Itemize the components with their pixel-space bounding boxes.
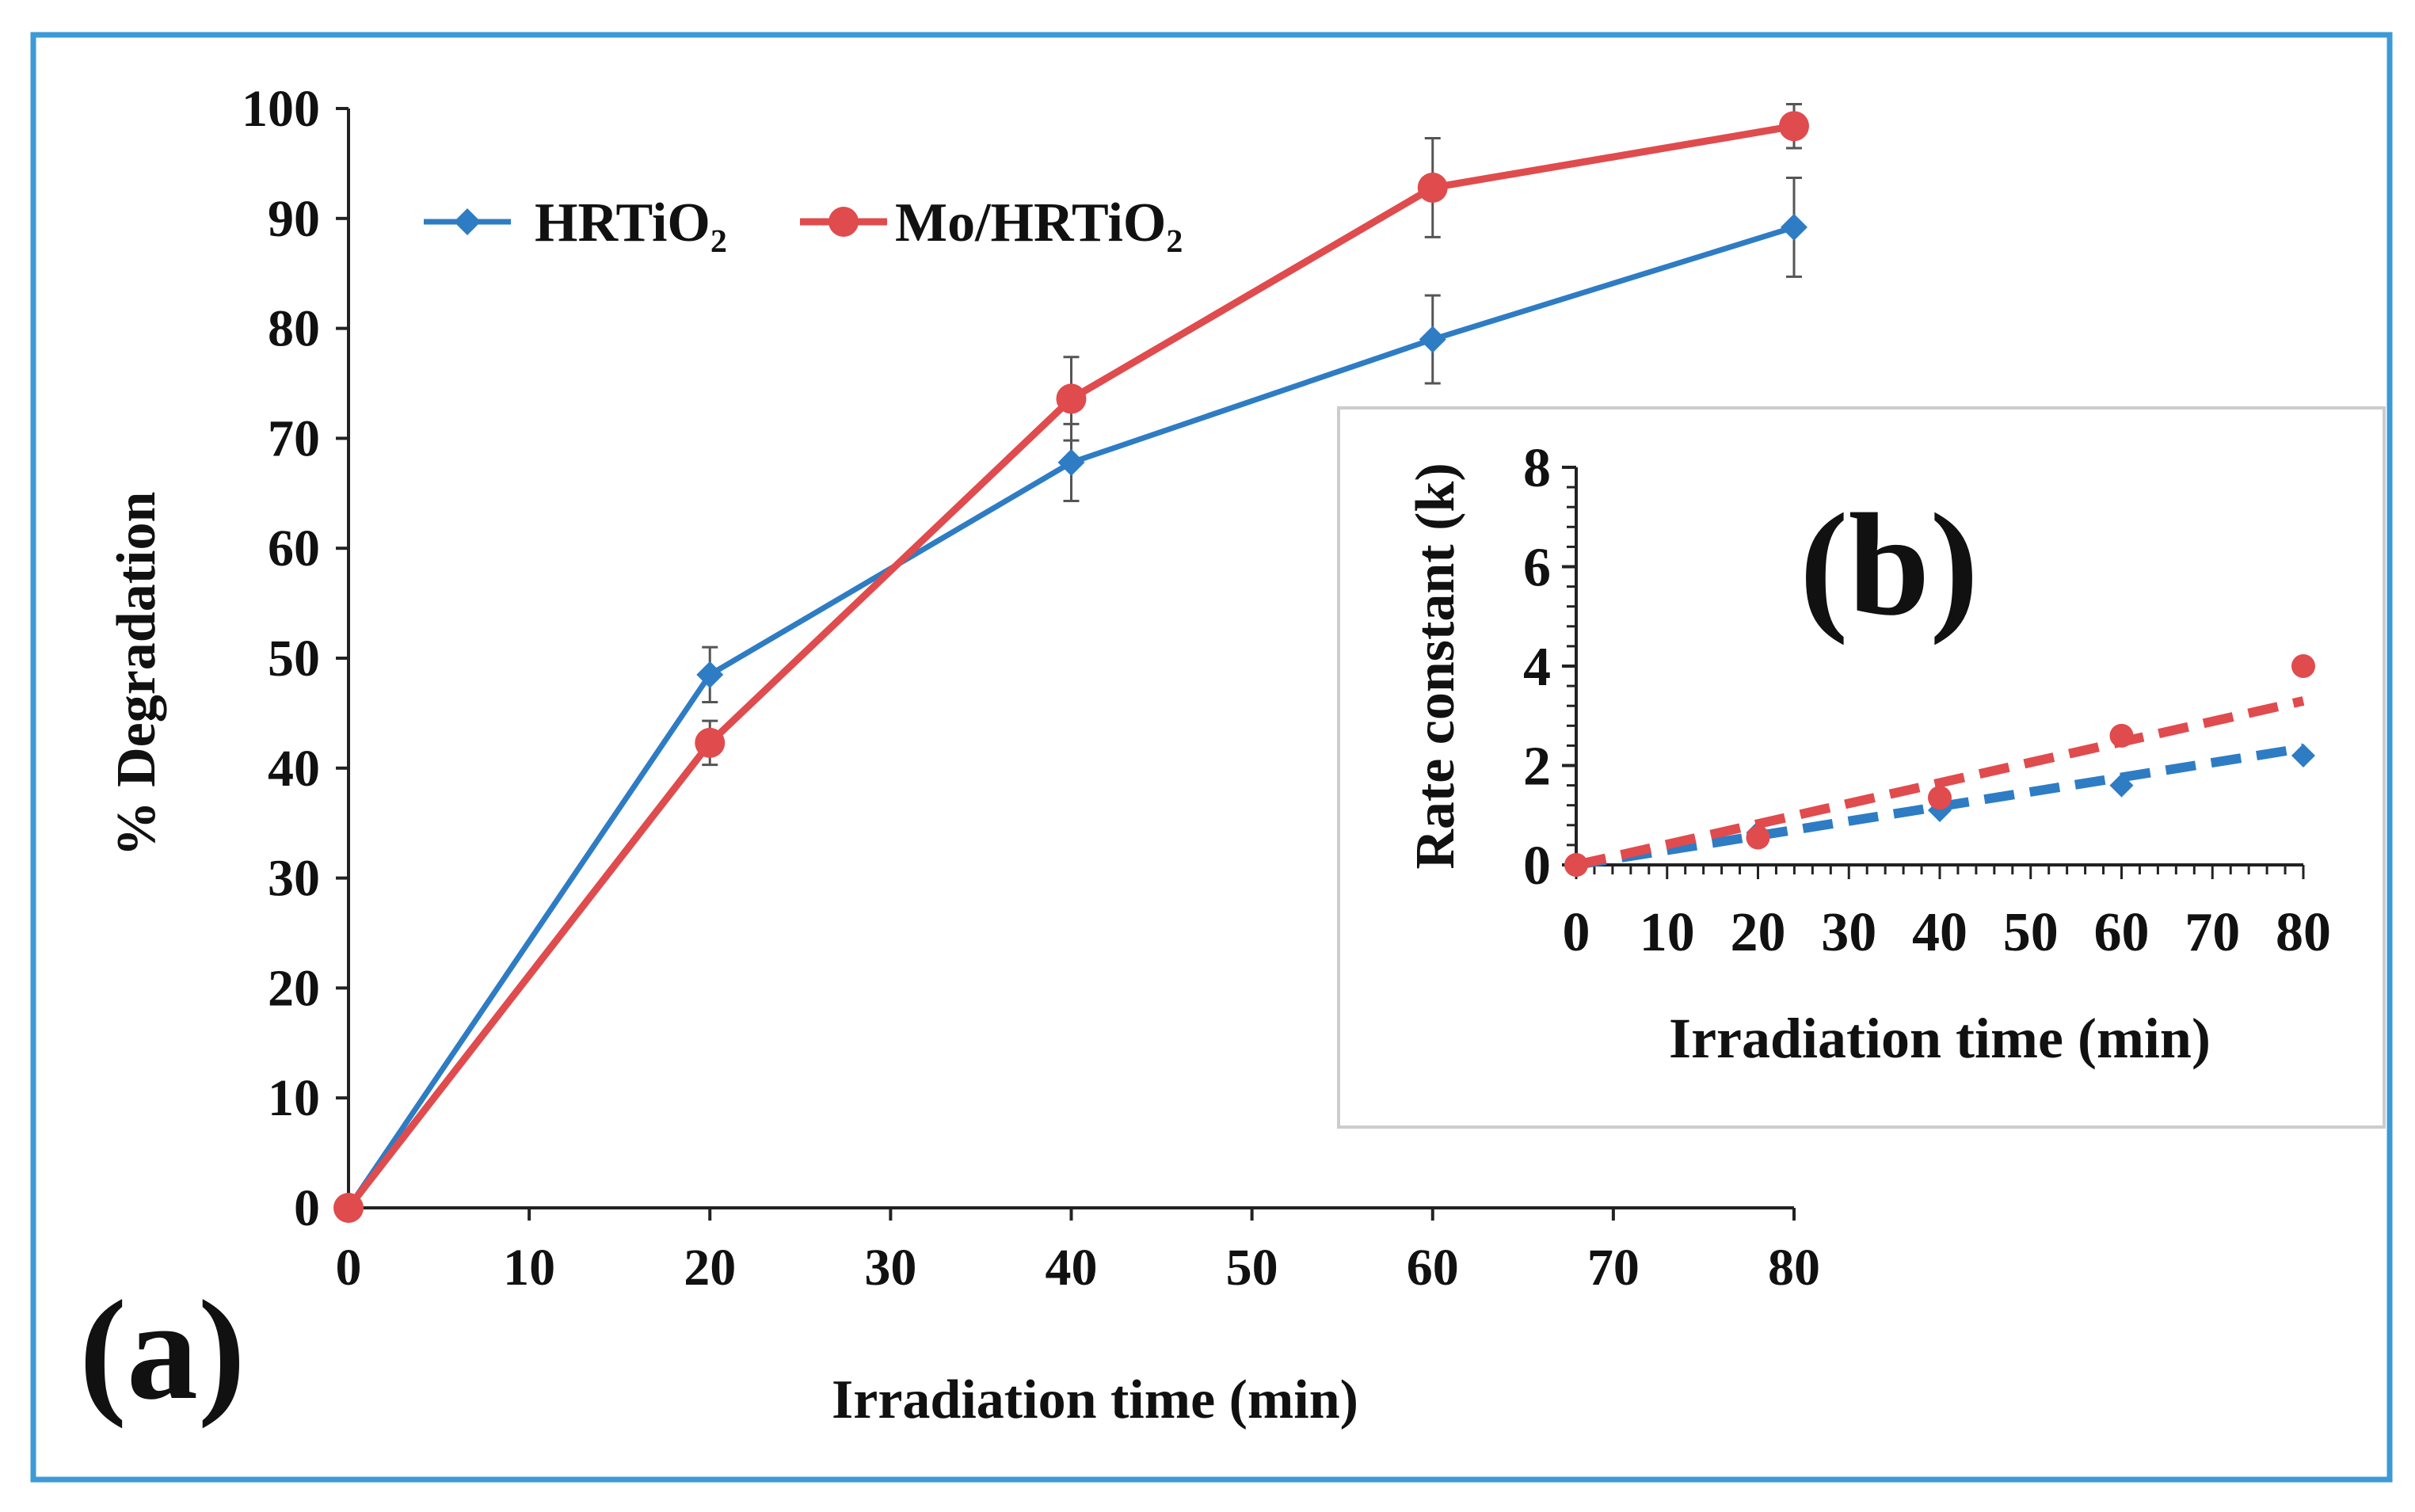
y-tick-label: 100 xyxy=(242,80,320,138)
x-tick-label: 70 xyxy=(1587,1239,1640,1297)
inset-x-tick-label: 10 xyxy=(1640,902,1695,963)
x-tick-label: 10 xyxy=(503,1239,555,1297)
legend: HRTiO₂ Mo/HRTiO₂ xyxy=(424,192,1183,253)
panel-label-b: (b) xyxy=(1800,484,1979,646)
data-point-hrtio2 xyxy=(1057,448,1085,476)
x-tick-label: 60 xyxy=(1407,1239,1459,1297)
inset-point-mo-hrtio2 xyxy=(1928,786,1952,810)
inset-y-tick-label: 0 xyxy=(1523,836,1551,897)
y-tick-label: 90 xyxy=(268,190,320,248)
inset-x-tick-label: 70 xyxy=(2185,902,2240,963)
inset-y-tick-label: 2 xyxy=(1523,737,1551,798)
inset-trendline-mo-hrtio2 xyxy=(1575,696,2305,870)
inset-point-mo-hrtio2 xyxy=(2291,654,2315,678)
inset-point-mo-hrtio2 xyxy=(2109,723,2134,748)
inset-y-tick-label: 8 xyxy=(1523,438,1551,499)
y-tick-label: 70 xyxy=(268,409,320,467)
y-tick-label: 80 xyxy=(268,300,320,358)
y-tick-label: 0 xyxy=(294,1179,320,1237)
legend-label-mo-hrtio2: Mo/HRTiO₂ xyxy=(895,192,1183,253)
y-tick-label: 40 xyxy=(268,740,320,798)
y-tick-label: 50 xyxy=(268,630,320,687)
inset-x-tick-label: 0 xyxy=(1563,902,1590,963)
legend-label-hrtio2: HRTiO₂ xyxy=(535,192,727,253)
data-point-mo-hrtio2 xyxy=(1779,111,1809,142)
y-axis-title: % Degradation xyxy=(106,492,167,857)
inset-x-tick-label: 80 xyxy=(2276,902,2331,963)
y-tick-label: 10 xyxy=(268,1069,320,1127)
data-point-mo-hrtio2 xyxy=(1417,172,1448,203)
legend-marker-mo-hrtio2 xyxy=(828,207,859,237)
y-tick-label: 20 xyxy=(268,959,320,1017)
inset-x-tick-label: 50 xyxy=(2003,902,2059,963)
x-tick-label: 0 xyxy=(336,1239,362,1297)
data-point-mo-hrtio2 xyxy=(333,1193,364,1223)
inset-x-tick-label: 30 xyxy=(1821,902,1876,963)
x-tick-label: 30 xyxy=(864,1239,916,1297)
inset-x-tick-label: 40 xyxy=(1912,902,1967,963)
y-tick-label: 30 xyxy=(268,850,320,908)
inset-x-tick-label: 20 xyxy=(1731,902,1786,963)
data-point-hrtio2 xyxy=(1781,213,1807,241)
legend-marker-hrtio2 xyxy=(454,208,481,235)
data-point-mo-hrtio2 xyxy=(1056,383,1087,414)
x-tick-label: 40 xyxy=(1046,1239,1098,1297)
data-point-mo-hrtio2 xyxy=(695,727,726,758)
inset-point-hrtio2 xyxy=(2291,743,2315,767)
y-tick-label: 60 xyxy=(268,520,320,577)
inset-x-tick-label: 60 xyxy=(2094,902,2150,963)
inset-x-axis-title: Irradiation time (min) xyxy=(1669,1007,2211,1070)
x-axis-title: Irradiation time (min) xyxy=(832,1369,1358,1430)
x-tick-label: 50 xyxy=(1226,1239,1278,1297)
inset-point-mo-hrtio2 xyxy=(1564,853,1588,877)
data-point-hrtio2 xyxy=(696,661,724,688)
x-tick-label: 80 xyxy=(1768,1239,1820,1297)
inset-point-mo-hrtio2 xyxy=(1746,825,1770,850)
inset-y-axis-title: Rate constant (k) xyxy=(1405,463,1466,869)
inset-frame xyxy=(1337,406,2386,1129)
inset-point-hrtio2 xyxy=(2109,773,2134,798)
inset-y-tick-label: 4 xyxy=(1523,637,1551,698)
x-tick-label: 20 xyxy=(684,1239,736,1297)
data-point-hrtio2 xyxy=(1419,326,1446,353)
panel-label-a: (a) xyxy=(79,1271,246,1429)
inset-y-tick-label: 6 xyxy=(1523,538,1551,599)
